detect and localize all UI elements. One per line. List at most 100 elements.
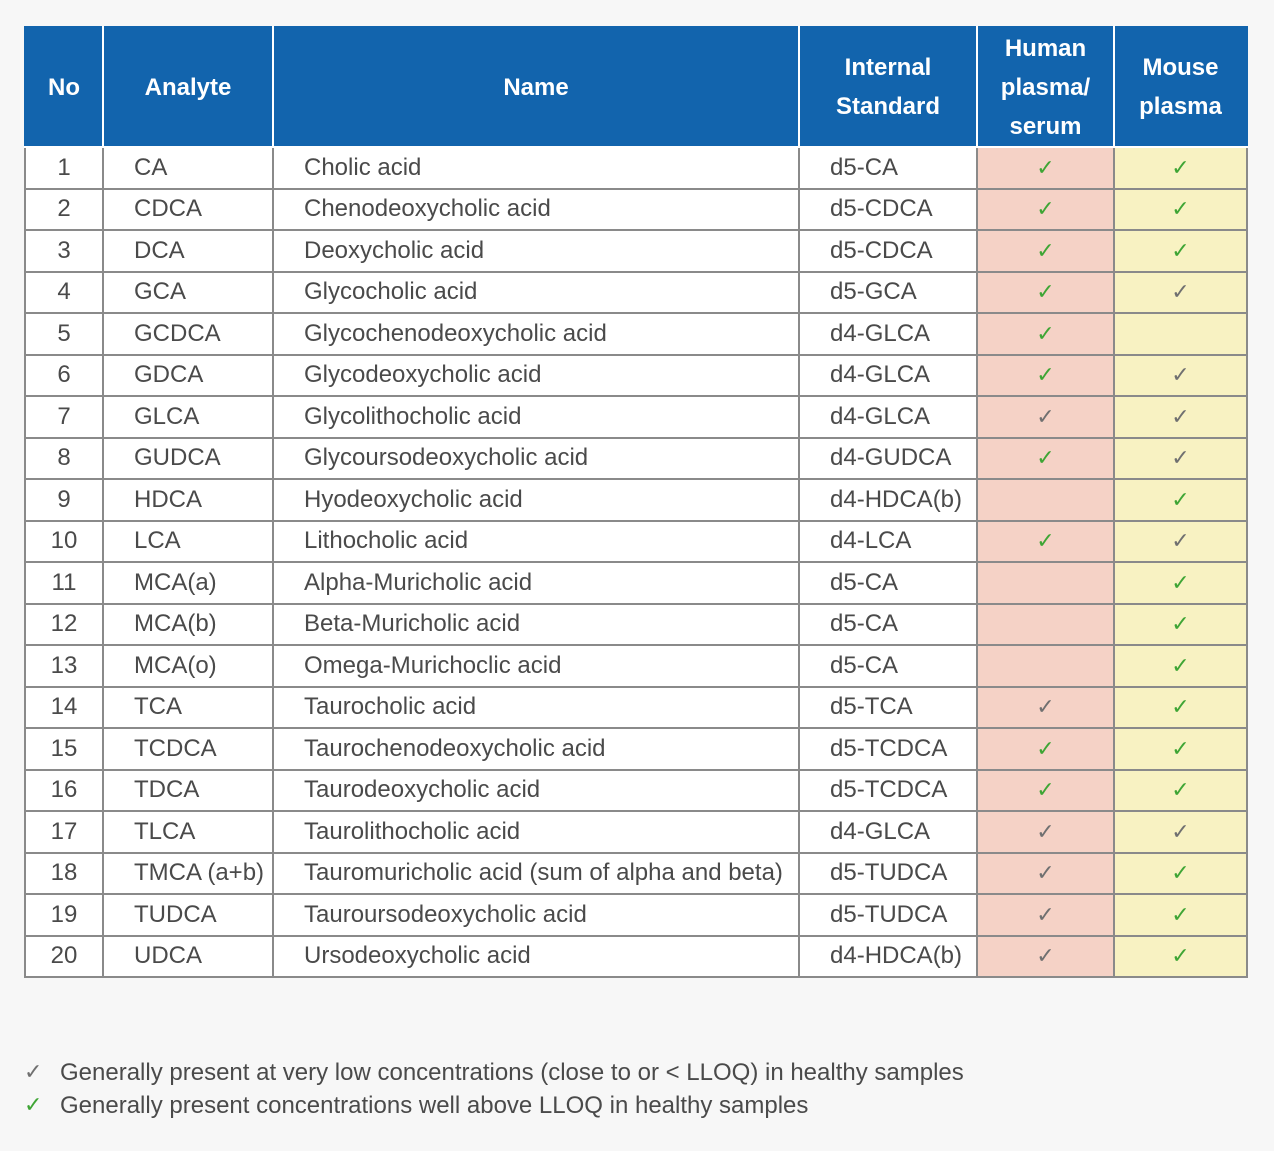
cell-mouse: ✓ xyxy=(1113,810,1248,854)
check-high-icon: ✓ xyxy=(1171,155,1190,181)
table-row: 12 MCA(b) Beta-Muricholic acid d5-CA ✓ xyxy=(24,602,1248,646)
header-internal-standard-line: Standard xyxy=(835,93,940,120)
check-high-icon: ✓ xyxy=(1171,902,1190,928)
check-low-icon: ✓ xyxy=(1171,529,1190,555)
check-high-icon: ✓ xyxy=(1171,612,1190,638)
cell-no: 8 xyxy=(24,436,104,480)
table-row: 7 GLCA Glycolithocholic acid d4-GLCA ✓ ✓ xyxy=(24,395,1248,439)
cell-name: Hyodeoxycholic acid xyxy=(272,478,800,522)
cell-analyte: DCA xyxy=(102,229,274,273)
check-low-icon: ✓ xyxy=(1036,944,1055,970)
cell-analyte: TCDCA xyxy=(102,727,274,771)
check-high-icon: ✓ xyxy=(1036,321,1055,347)
check-high-icon: ✓ xyxy=(1171,487,1190,513)
table-row: 8 GUDCA Glycoursodeoxycholic acid d4-GUDCA ✓… xyxy=(24,436,1248,480)
cell-mouse: ✓ xyxy=(1113,768,1248,812)
cell-no: 14 xyxy=(24,685,104,729)
header-human-line: plasma/ xyxy=(1000,73,1091,101)
check-high-icon: ✓ xyxy=(1036,446,1055,472)
cell-no: 6 xyxy=(24,353,104,397)
cell-no: 19 xyxy=(24,893,104,937)
cell-human: ✓ xyxy=(976,851,1115,895)
cell-mouse: ✓ xyxy=(1113,561,1248,605)
cell-internal-standard: d5-TCDCA xyxy=(798,727,978,771)
cell-human xyxy=(976,478,1115,522)
check-high-icon: ✓ xyxy=(1036,280,1055,306)
table-row: 19 TUDCA Tauroursodeoxycholic acid d5-TUDCA… xyxy=(24,893,1248,937)
cell-no: 3 xyxy=(24,229,104,273)
cell-human: ✓ xyxy=(976,270,1115,314)
table-row: 13 MCA(o) Omega-Murichoclic acid d5-CA ✓ xyxy=(24,644,1248,688)
cell-name: Glycodeoxycholic acid xyxy=(272,353,800,397)
cell-internal-standard: d5-CA xyxy=(798,644,978,688)
cell-internal-standard: d5-TCA xyxy=(798,685,978,729)
cell-name: Omega-Murichoclic acid xyxy=(272,644,800,688)
cell-no: 17 xyxy=(24,810,104,854)
cell-name: Taurodeoxycholic acid xyxy=(272,768,800,812)
cell-name: Glycochenodeoxycholic acid xyxy=(272,312,800,356)
table-row: 9 HDCA Hyodeoxycholic acid d4-HDCA(b) ✓ xyxy=(24,478,1248,522)
cell-internal-standard: d5-CDCA xyxy=(798,187,978,231)
header-mouse-plasma: Mouse plasma xyxy=(1113,26,1248,148)
check-high-icon: ✓ xyxy=(1171,695,1190,721)
cell-analyte: CDCA xyxy=(102,187,274,231)
cell-analyte: TMCA (a+b) xyxy=(102,851,274,895)
cell-name: Ursodeoxycholic acid xyxy=(272,934,800,978)
bile-acid-table: No Analyte Name Internal Standard Human … xyxy=(24,26,1248,978)
cell-mouse: ✓ xyxy=(1113,934,1248,978)
header-name: Name xyxy=(272,26,800,148)
cell-no: 15 xyxy=(24,727,104,771)
cell-no: 18 xyxy=(24,851,104,895)
cell-name: Chenodeoxycholic acid xyxy=(272,187,800,231)
legend-text-low: Generally present at very low concentrat… xyxy=(60,1058,964,1086)
cell-human: ✓ xyxy=(976,187,1115,231)
cell-human: ✓ xyxy=(976,768,1115,812)
cell-internal-standard: d5-CDCA xyxy=(798,229,978,273)
check-high-icon: ✓ xyxy=(1036,363,1055,389)
check-high-icon: ✓ xyxy=(1036,238,1055,264)
legend-row-high: ✓ Generally present concentrations well … xyxy=(24,1089,964,1122)
table-row: 6 GDCA Glycodeoxycholic acid d4-GLCA ✓ ✓ xyxy=(24,353,1248,397)
cell-no: 2 xyxy=(24,187,104,231)
cell-mouse: ✓ xyxy=(1113,353,1248,397)
check-high-icon: ✓ xyxy=(1036,778,1055,804)
legend: ✓ Generally present at very low concentr… xyxy=(24,1056,964,1122)
cell-analyte: TLCA xyxy=(102,810,274,854)
table-row: 2 CDCA Chenodeoxycholic acid d5-CDCA ✓ ✓ xyxy=(24,187,1248,231)
check-low-icon: ✓ xyxy=(1171,404,1190,430)
cell-mouse: ✓ xyxy=(1113,893,1248,937)
header-mouse-line: plasma xyxy=(1139,93,1222,120)
cell-analyte: MCA(a) xyxy=(102,561,274,605)
check-high-icon: ✓ xyxy=(1171,238,1190,264)
cell-no: 16 xyxy=(24,768,104,812)
cell-analyte: MCA(o) xyxy=(102,644,274,688)
cell-mouse xyxy=(1113,312,1248,356)
cell-analyte: TCA xyxy=(102,685,274,729)
cell-name: Cholic acid xyxy=(272,146,800,190)
table-row: 18 TMCA (a+b) Tauromuricholic acid (sum of… xyxy=(24,851,1248,895)
cell-internal-standard: d5-CA xyxy=(798,146,978,190)
check-high-icon: ✓ xyxy=(1171,570,1190,596)
table-row: 14 TCA Taurocholic acid d5-TCA ✓ ✓ xyxy=(24,685,1248,729)
cell-internal-standard: d4-GUDCA xyxy=(798,436,978,480)
cell-mouse: ✓ xyxy=(1113,436,1248,480)
table-row: 3 DCA Deoxycholic acid d5-CDCA ✓ ✓ xyxy=(24,229,1248,273)
cell-human: ✓ xyxy=(976,353,1115,397)
cell-mouse: ✓ xyxy=(1113,146,1248,190)
cell-internal-standard: d4-GLCA xyxy=(798,810,978,854)
table-header: No Analyte Name Internal Standard Human … xyxy=(24,26,1248,148)
cell-human: ✓ xyxy=(976,229,1115,273)
check-low-icon: ✓ xyxy=(1036,695,1055,721)
cell-internal-standard: d4-HDCA(b) xyxy=(798,934,978,978)
check-high-icon: ✓ xyxy=(1171,653,1190,679)
cell-name: Lithocholic acid xyxy=(272,519,800,563)
cell-mouse: ✓ xyxy=(1113,270,1248,314)
legend-text-high: Generally present concentrations well ab… xyxy=(60,1091,809,1119)
cell-internal-standard: d5-CA xyxy=(798,561,978,605)
cell-human xyxy=(976,602,1115,646)
cell-human: ✓ xyxy=(976,934,1115,978)
cell-internal-standard: d5-TUDCA xyxy=(798,893,978,937)
cell-no: 11 xyxy=(24,561,104,605)
table-row: 4 GCA Glycocholic acid d5-GCA ✓ ✓ xyxy=(24,270,1248,314)
cell-analyte: MCA(b) xyxy=(102,602,274,646)
